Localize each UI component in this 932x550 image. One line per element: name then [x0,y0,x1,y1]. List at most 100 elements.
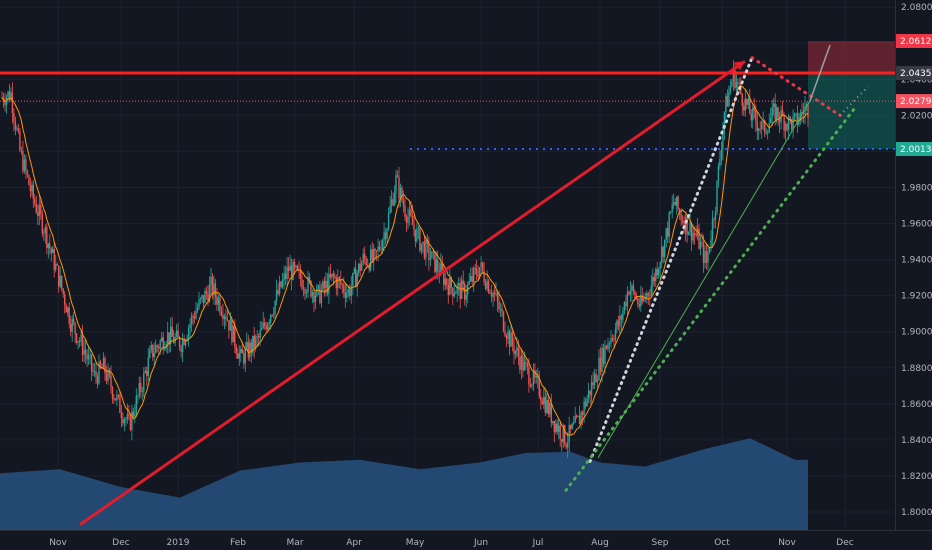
candle-body [90,354,93,371]
candle-body [150,344,152,351]
candle-body [220,311,223,315]
candle-body [329,273,332,278]
candle-body [614,329,617,340]
candle-body [543,396,545,405]
candle-body [605,345,608,349]
candle-body [80,334,82,342]
candle-body [552,421,554,423]
candle-body [714,211,717,220]
candle-body [568,424,570,443]
candle-body [131,411,133,430]
candle-body [425,239,427,258]
candle-body [678,209,681,213]
candle-body [155,345,157,354]
candle-body [631,285,633,291]
time-tick-label: 2019 [167,538,190,548]
candle-body [181,338,184,353]
candle-body [290,265,293,280]
candle-body [147,357,149,376]
candle-body [790,119,793,130]
candle-body [202,295,205,303]
candle-body [796,113,799,125]
candle-body [643,298,645,302]
candle-body [710,239,712,248]
candle-body [652,277,654,286]
candle-body [68,307,70,324]
candle-body [676,196,678,206]
candle-body [778,118,781,123]
candle-body [490,293,493,297]
candle-body [680,212,682,221]
candle-body [475,268,478,275]
candle-body [505,335,508,339]
candle-body [119,395,121,413]
candle-body [699,242,702,249]
candle-body [541,401,543,405]
candle-body [484,282,487,289]
candle-body [446,278,448,285]
candle-body [453,293,455,297]
candle-body [117,395,120,396]
candle-body [380,249,382,251]
candle-body [792,116,794,130]
price-axis[interactable] [895,0,932,550]
candle-body [104,357,106,374]
candle-body [464,283,466,300]
candle-body [726,95,729,107]
time-tick-label: May [406,538,425,548]
candle-body [313,292,315,303]
candle-body [286,266,288,279]
candle-body [649,295,651,297]
candle-body [671,204,673,213]
candle-body [531,384,533,387]
candle-body [146,370,148,376]
candle-body [646,293,648,299]
candle-body [362,253,364,264]
candle-body [113,398,115,400]
candle-body [723,112,726,131]
candle-body [764,120,766,133]
candle-body [311,292,314,297]
candle-body [22,150,24,172]
candle-body [89,354,91,356]
drawings-layer[interactable] [0,44,896,526]
candle-body [223,316,226,319]
candle-body [404,205,406,217]
candle-body [340,279,342,285]
candle-body [589,390,591,396]
candle-body [743,106,745,111]
candle-body [456,285,458,294]
candle-body [629,290,632,295]
candle-body [225,316,227,320]
candle-body [149,350,151,358]
trend-arrow-head [734,61,745,71]
candle-body [450,277,452,288]
candle-body [461,280,463,299]
candle-body [280,281,282,287]
candle-body [581,412,584,415]
candle-body [419,228,421,251]
price-tick-label: 1.90000 [901,328,932,338]
candle-body [83,349,85,355]
candle-body [171,326,173,337]
candle-body [344,292,346,298]
candle-body [674,202,676,206]
time-tick-label: Nov [49,538,67,548]
candle-body [653,277,655,282]
volume-area [0,438,808,530]
candle-body [58,265,60,287]
candle-body [387,212,390,229]
candle-body [713,218,715,220]
candle-body [211,276,214,296]
time-tick-label: Jun [473,538,488,548]
candle-body [134,414,136,417]
candle-body [523,361,526,371]
candle-body [449,277,451,295]
candle-body [638,304,640,307]
candle-body [667,228,669,237]
candle-body [373,249,375,261]
time-tick-label: Sep [652,538,669,548]
candle-body [423,241,426,258]
